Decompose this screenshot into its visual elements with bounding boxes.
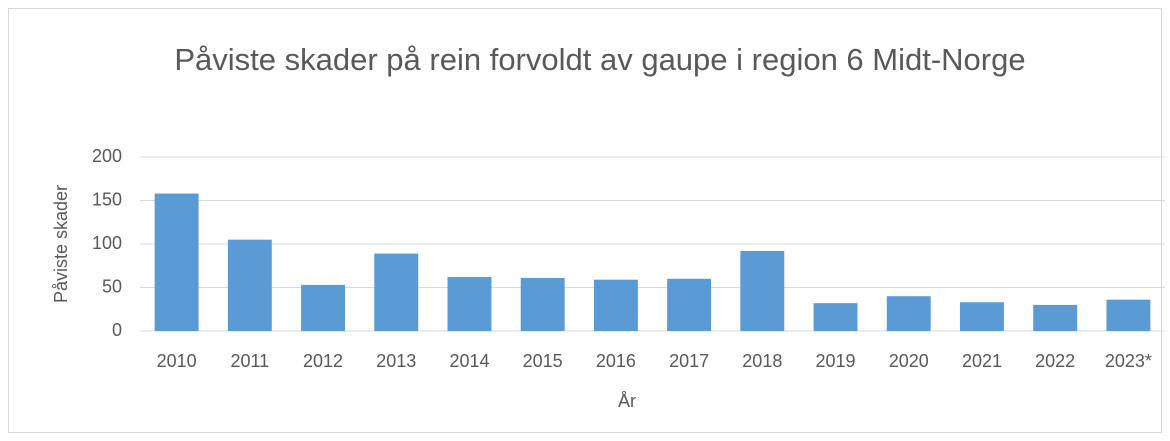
y-tick-label: 50 [102, 276, 122, 296]
y-tick-label: 150 [92, 189, 122, 209]
bar [1033, 304, 1078, 331]
x-tick-label: 2019 [816, 351, 856, 371]
x-tick-label: 2020 [889, 351, 929, 371]
x-tick-label: 2023* [1105, 351, 1152, 371]
bar [227, 239, 272, 331]
bar [813, 303, 858, 331]
chart-border [8, 8, 1162, 433]
y-tick-label: 200 [92, 146, 122, 166]
y-axis-label: Påviste skader [51, 185, 71, 303]
bar [374, 253, 419, 331]
x-tick-label: 2011 [230, 351, 269, 371]
chart-title: Påviste skader på rein forvoldt av gaupe… [174, 42, 1026, 77]
bar [520, 277, 565, 331]
bar [886, 296, 931, 331]
bar [301, 284, 345, 331]
bar [154, 193, 199, 331]
x-tick-label: 2021 [962, 351, 1002, 371]
x-tick-label: 2010 [157, 351, 197, 371]
bar [960, 302, 1004, 331]
bar [593, 279, 638, 331]
bar [667, 278, 712, 331]
y-tick-label: 100 [92, 233, 122, 253]
x-tick-label: 2013 [376, 351, 416, 371]
x-axis-label: År [618, 391, 636, 411]
bar [740, 250, 785, 331]
bar [447, 277, 492, 331]
bar [1106, 299, 1151, 331]
y-tick-label: 0 [112, 320, 122, 340]
x-tick-label: 2015 [523, 351, 563, 371]
x-tick-label: 2016 [596, 351, 636, 371]
x-tick-label: 2012 [303, 351, 343, 371]
x-tick-label: 2022 [1035, 351, 1075, 371]
x-tick-label: 2018 [742, 351, 782, 371]
x-tick-label: 2017 [669, 351, 709, 371]
x-tick-label: 2014 [449, 351, 489, 371]
